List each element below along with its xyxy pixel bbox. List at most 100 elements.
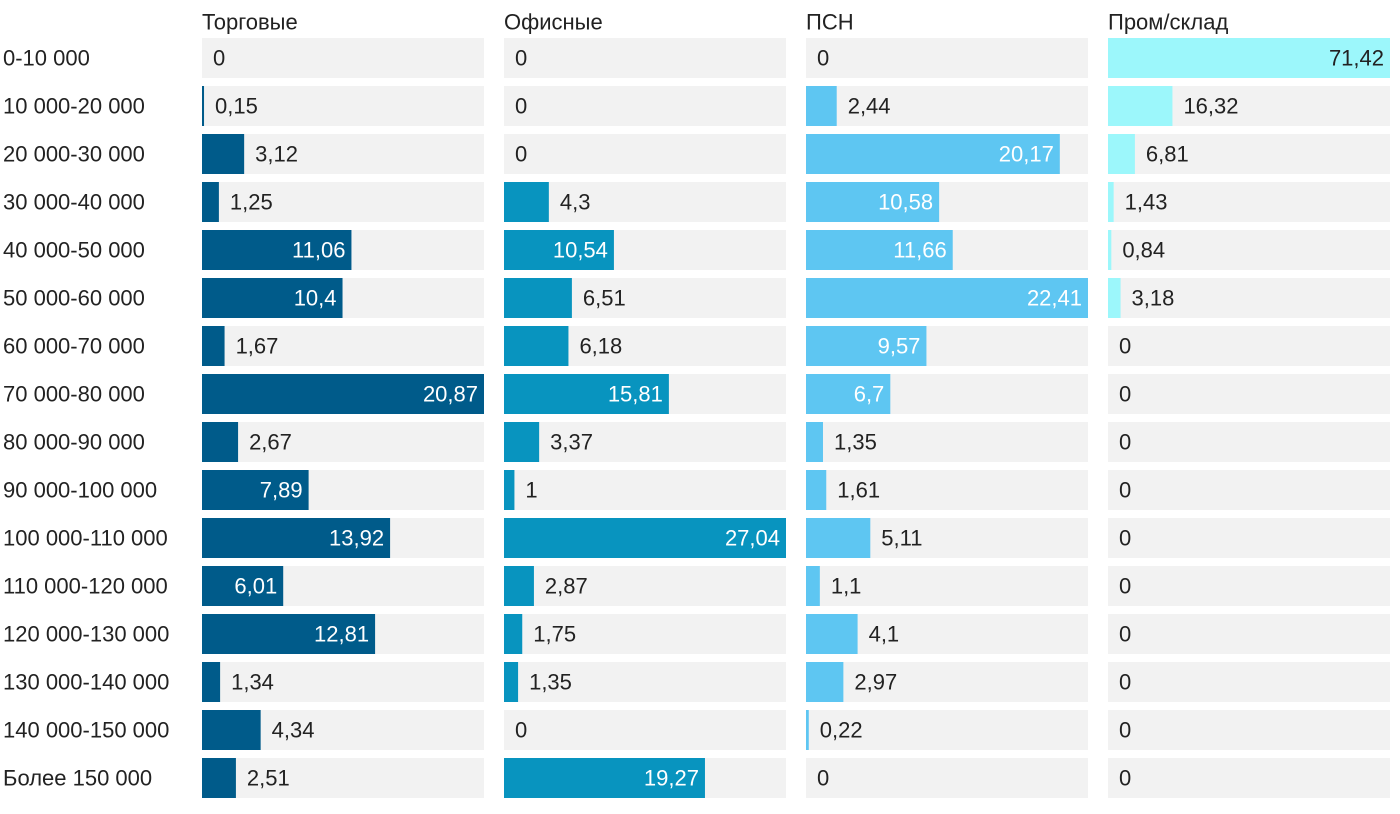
bar-track xyxy=(1108,230,1390,270)
bar-track xyxy=(1108,134,1390,174)
value-label: 0 xyxy=(213,46,225,71)
value-label: 1,35 xyxy=(834,430,877,455)
category-label: 120 000-130 000 xyxy=(3,622,169,647)
bar-track xyxy=(504,566,786,606)
value-label: 1,67 xyxy=(236,334,279,359)
bar xyxy=(806,518,871,558)
value-label: 6,18 xyxy=(579,334,622,359)
value-label: 0 xyxy=(515,46,527,71)
bar xyxy=(1108,86,1173,126)
value-label: 10,58 xyxy=(878,190,933,215)
value-label: 0 xyxy=(515,718,527,743)
bar xyxy=(504,326,569,366)
bar xyxy=(806,134,1060,174)
category-label: 110 000-120 000 xyxy=(3,574,168,599)
value-label: 1,25 xyxy=(230,190,273,215)
bar xyxy=(202,566,284,606)
bar-track xyxy=(1108,326,1390,366)
bar-track xyxy=(806,710,1088,750)
category-label: 20 000-30 000 xyxy=(3,142,145,167)
category-label: 10 000-20 000 xyxy=(3,94,145,119)
category-label: Более 150 000 xyxy=(3,766,152,791)
value-label: 2,67 xyxy=(249,430,292,455)
value-label: 3,12 xyxy=(255,142,298,167)
series-title: Пром/склад xyxy=(1108,10,1228,35)
bar xyxy=(202,326,225,366)
bar xyxy=(202,230,352,270)
bar xyxy=(806,374,891,414)
category-label: 90 000-100 000 xyxy=(3,478,157,503)
bar xyxy=(1108,134,1135,174)
value-label: 3,18 xyxy=(1132,286,1175,311)
series-title: Офисные xyxy=(504,10,603,35)
value-label: 4,1 xyxy=(869,622,900,647)
value-label: 2,44 xyxy=(848,94,891,119)
bar xyxy=(806,230,953,270)
bar-track xyxy=(504,470,786,510)
value-label: 6,7 xyxy=(854,382,885,407)
bar xyxy=(806,614,858,654)
value-label: 11,66 xyxy=(893,238,946,263)
value-label: 2,87 xyxy=(545,574,588,599)
bar-track xyxy=(1108,710,1390,750)
value-label: 6,01 xyxy=(234,574,277,599)
bar-track xyxy=(1108,422,1390,462)
bar xyxy=(202,374,484,414)
value-label: 13,92 xyxy=(329,526,384,551)
value-label: 0,15 xyxy=(215,94,258,119)
value-label: 0 xyxy=(515,142,527,167)
category-label: 30 000-40 000 xyxy=(3,190,145,215)
bar xyxy=(504,422,540,462)
bar xyxy=(202,710,261,750)
bar xyxy=(806,470,827,510)
bar xyxy=(504,518,786,558)
bar-track xyxy=(202,758,484,798)
bar-track xyxy=(1108,566,1390,606)
value-label: 1,43 xyxy=(1125,190,1168,215)
bar-track xyxy=(504,710,786,750)
bar xyxy=(202,518,391,558)
value-label: 0 xyxy=(1119,382,1131,407)
value-label: 4,34 xyxy=(272,718,315,743)
bar xyxy=(806,662,844,702)
category-label: 130 000-140 000 xyxy=(3,670,169,695)
bar xyxy=(202,134,245,174)
bar xyxy=(504,230,614,270)
bar xyxy=(504,566,534,606)
bar-track xyxy=(806,662,1088,702)
value-label: 0,22 xyxy=(820,718,863,743)
bar-track xyxy=(806,470,1088,510)
bar-track xyxy=(504,662,786,702)
value-label: 0 xyxy=(1119,334,1131,359)
value-label: 1,34 xyxy=(231,670,274,695)
value-label: 0 xyxy=(1119,574,1131,599)
bar xyxy=(504,182,549,222)
value-label: 16,32 xyxy=(1183,94,1238,119)
bar-track xyxy=(806,566,1088,606)
value-label: 0 xyxy=(1119,526,1131,551)
value-label: 0 xyxy=(1119,478,1131,503)
value-label: 22,41 xyxy=(1027,286,1082,311)
value-label: 2,51 xyxy=(247,766,290,791)
value-label: 0 xyxy=(1119,766,1131,791)
category-label: 80 000-90 000 xyxy=(3,430,145,455)
value-label: 7,89 xyxy=(260,478,303,503)
value-label: 0 xyxy=(1119,718,1131,743)
bar-track xyxy=(1108,758,1390,798)
bar-track xyxy=(504,614,786,654)
value-label: 1 xyxy=(525,478,537,503)
bar-track xyxy=(806,38,1088,78)
value-label: 20,17 xyxy=(999,142,1054,167)
bar xyxy=(504,374,669,414)
bar-track xyxy=(202,662,484,702)
bar xyxy=(806,710,809,750)
bar xyxy=(806,422,823,462)
value-label: 11,06 xyxy=(292,238,345,263)
bar-track xyxy=(504,38,786,78)
bar-track xyxy=(504,134,786,174)
value-label: 4,3 xyxy=(560,190,591,215)
value-label: 0 xyxy=(1119,670,1131,695)
bar-track xyxy=(806,422,1088,462)
value-label: 6,51 xyxy=(583,286,626,311)
